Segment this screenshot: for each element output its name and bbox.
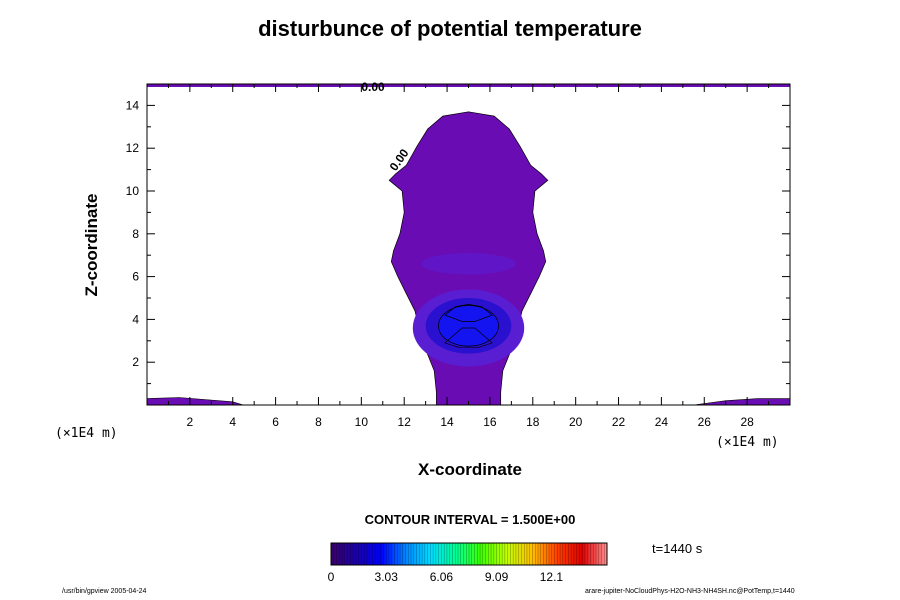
footer-left: /usr/bin/gpview 2005-04-24 xyxy=(62,588,147,595)
y-tick-label: 2 xyxy=(132,355,139,369)
colorbar-tick-label: 0 xyxy=(328,570,335,584)
bottom-left-region xyxy=(146,397,244,406)
contour-interval-label: CONTOUR INTERVAL = 1.500E+00 xyxy=(364,512,576,527)
x-tick-label: 8 xyxy=(315,415,322,429)
x-tick-label: 6 xyxy=(272,415,279,429)
footer-right: arare-jupiter-NoCloudPhys-H2O-NH3-NH4SH.… xyxy=(585,588,795,595)
core-region xyxy=(438,305,499,347)
x-axis-unit-right: (×1E4 m) xyxy=(716,435,779,450)
y-axis-label: Z-coordinate xyxy=(82,193,101,297)
contour-label-top: 0.00 xyxy=(361,80,385,94)
x-tick-label: 14 xyxy=(440,415,454,429)
upper-layer-region xyxy=(421,253,516,275)
y-tick-label: 12 xyxy=(126,141,140,155)
x-tick-label: 18 xyxy=(526,415,540,429)
y-tick-label: 14 xyxy=(126,98,140,112)
colorbar-tick-label: 3.03 xyxy=(375,570,399,584)
chart-title: disturbunce of potential temperature xyxy=(258,16,642,41)
bottom-right-region xyxy=(693,398,791,406)
core-lower-lobe xyxy=(444,327,493,348)
x-axis-label: X-coordinate xyxy=(418,460,522,479)
x-tick-label: 10 xyxy=(355,415,369,429)
x-tick-label: 12 xyxy=(398,415,412,429)
colorbar-tick-label: 9.09 xyxy=(485,570,509,584)
y-tick-label: 4 xyxy=(132,312,139,326)
core-upper-lobe xyxy=(444,304,493,322)
x-tick-label: 24 xyxy=(655,415,669,429)
x-tick-label: 26 xyxy=(698,415,712,429)
y-tick-label: 6 xyxy=(132,270,139,284)
x-tick-label: 2 xyxy=(187,415,194,429)
colorbar-tick-label: 12.1 xyxy=(540,570,564,584)
y-tick-label: 8 xyxy=(132,227,139,241)
x-tick-label: 20 xyxy=(569,415,583,429)
colorbar-tick-label: 6.06 xyxy=(430,570,454,584)
x-tick-label: 16 xyxy=(483,415,497,429)
y-tick-label: 10 xyxy=(126,184,140,198)
x-tick-label: 28 xyxy=(740,415,754,429)
time-label: t=1440 s xyxy=(652,541,703,556)
x-axis-unit-left: (×1E4 m) xyxy=(55,426,118,441)
x-tick-label: 22 xyxy=(612,415,626,429)
x-tick-label: 4 xyxy=(229,415,236,429)
